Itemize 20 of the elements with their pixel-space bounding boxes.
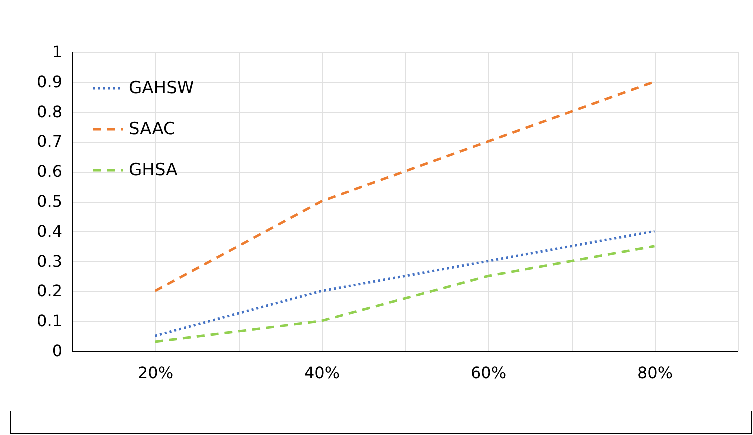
y-tick-label: 0.4 bbox=[37, 222, 62, 241]
y-tick-label: 0.5 bbox=[37, 192, 62, 211]
x-tick-label: 80% bbox=[637, 364, 674, 382]
y-tick-label: 1 bbox=[52, 42, 62, 62]
y-tick-label: 0.6 bbox=[37, 162, 62, 182]
y-tick-label: 0.9 bbox=[37, 72, 62, 92]
x-tick-label: 40% bbox=[304, 364, 340, 382]
y-tick-label: 0.8 bbox=[37, 102, 62, 122]
y-tick-label: 0.3 bbox=[37, 252, 62, 271]
legend-label: GAHSW bbox=[129, 78, 194, 98]
y-tick-label: 0.7 bbox=[37, 132, 62, 152]
y-tick-label: 0.1 bbox=[37, 312, 62, 331]
legend-label: GHSA bbox=[129, 160, 178, 180]
y-tick-label: 0.2 bbox=[37, 282, 62, 301]
line-series bbox=[154, 245, 656, 344]
x-tick-label: 60% bbox=[470, 364, 507, 382]
x-tick-label: 20% bbox=[138, 364, 174, 382]
y-tick-label: 0 bbox=[52, 342, 62, 360]
line-series bbox=[154, 230, 656, 338]
legend-label: SAAC bbox=[129, 120, 176, 140]
